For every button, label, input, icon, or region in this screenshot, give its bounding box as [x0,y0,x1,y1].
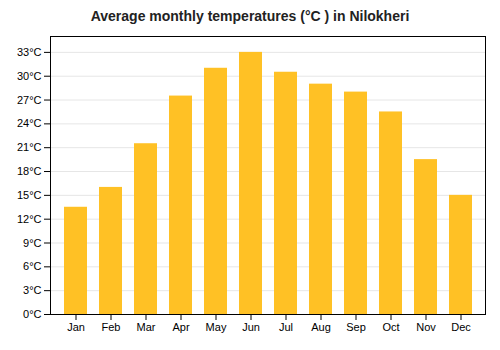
svg-text:9°C: 9°C [23,237,42,249]
svg-text:Jun: Jun [242,321,260,333]
svg-text:24°C: 24°C [17,117,42,129]
svg-text:21°C: 21°C [17,141,42,153]
svg-text:30°C: 30°C [17,70,42,82]
svg-text:33°C: 33°C [17,46,42,58]
svg-text:Jul: Jul [279,321,293,333]
svg-text:18°C: 18°C [17,165,42,177]
svg-text:27°C: 27°C [17,94,42,106]
svg-text:Nov: Nov [416,321,436,333]
svg-text:Apr: Apr [172,321,189,333]
svg-text:6°C: 6°C [23,260,42,272]
svg-text:Dec: Dec [451,321,471,333]
svg-text:0°C: 0°C [23,308,42,320]
svg-text:Feb: Feb [102,321,121,333]
svg-text:3°C: 3°C [23,284,42,296]
svg-text:15°C: 15°C [17,189,42,201]
svg-text:Sep: Sep [346,321,366,333]
svg-text:Aug: Aug [311,321,331,333]
svg-text:Oct: Oct [382,321,399,333]
svg-text:Jan: Jan [67,321,85,333]
svg-text:May: May [206,321,227,333]
svg-text:12°C: 12°C [17,213,42,225]
html-text:Average monthly temperatures (: Average monthly temperatures (°C ) in Ni… [90,8,410,24]
svg-text:Mar: Mar [137,321,156,333]
